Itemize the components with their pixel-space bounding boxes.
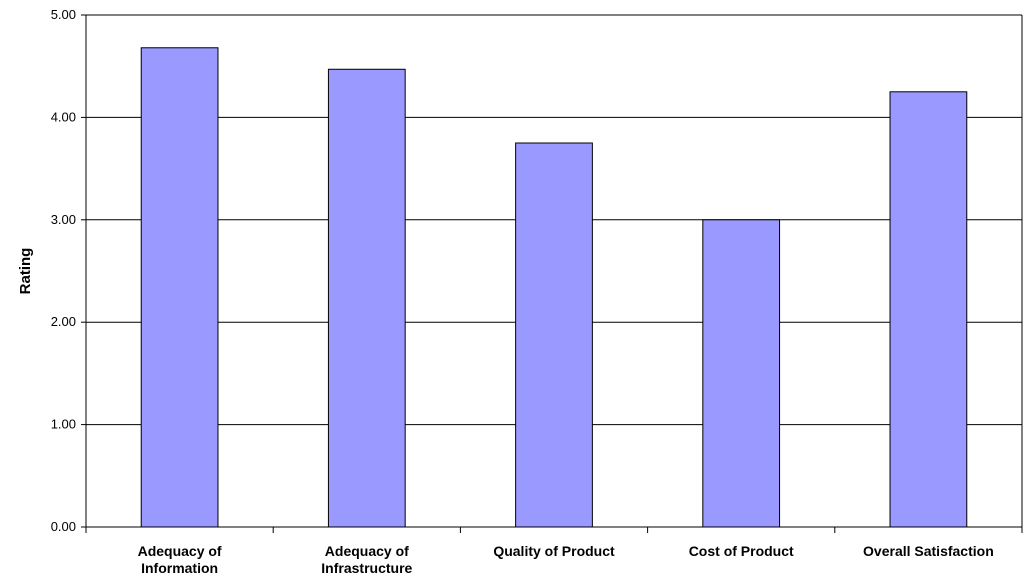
y-tick-label: 4.00 xyxy=(51,109,76,124)
x-category-label: Quality of Product xyxy=(493,543,615,559)
bar xyxy=(702,219,781,528)
bar xyxy=(515,142,593,528)
bar xyxy=(889,91,968,528)
y-tick-label: 0.00 xyxy=(51,519,76,534)
y-tick-label: 1.00 xyxy=(51,417,76,432)
x-category-labels: Adequacy of Information Adequacy of Infrast… xyxy=(138,543,994,576)
x-category-label: Cost of Product xyxy=(689,543,794,559)
bar xyxy=(140,47,219,528)
x-category-label: Overall Satisfaction xyxy=(863,543,994,559)
bar xyxy=(327,68,406,528)
y-tick-label: 3.00 xyxy=(51,212,76,227)
bars xyxy=(140,47,968,528)
x-category-label: Adequacy of Information xyxy=(138,543,222,576)
y-tick-labels: 0.00 1.00 2.00 3.00 4.00 5.00 xyxy=(51,7,76,534)
y-axis-title: Rating xyxy=(17,248,34,295)
axes xyxy=(81,14,1023,533)
x-category-label: Adequacy of Infrastructure xyxy=(321,543,412,576)
y-tick-label: 2.00 xyxy=(51,314,76,329)
y-tick-label: 5.00 xyxy=(51,7,76,22)
